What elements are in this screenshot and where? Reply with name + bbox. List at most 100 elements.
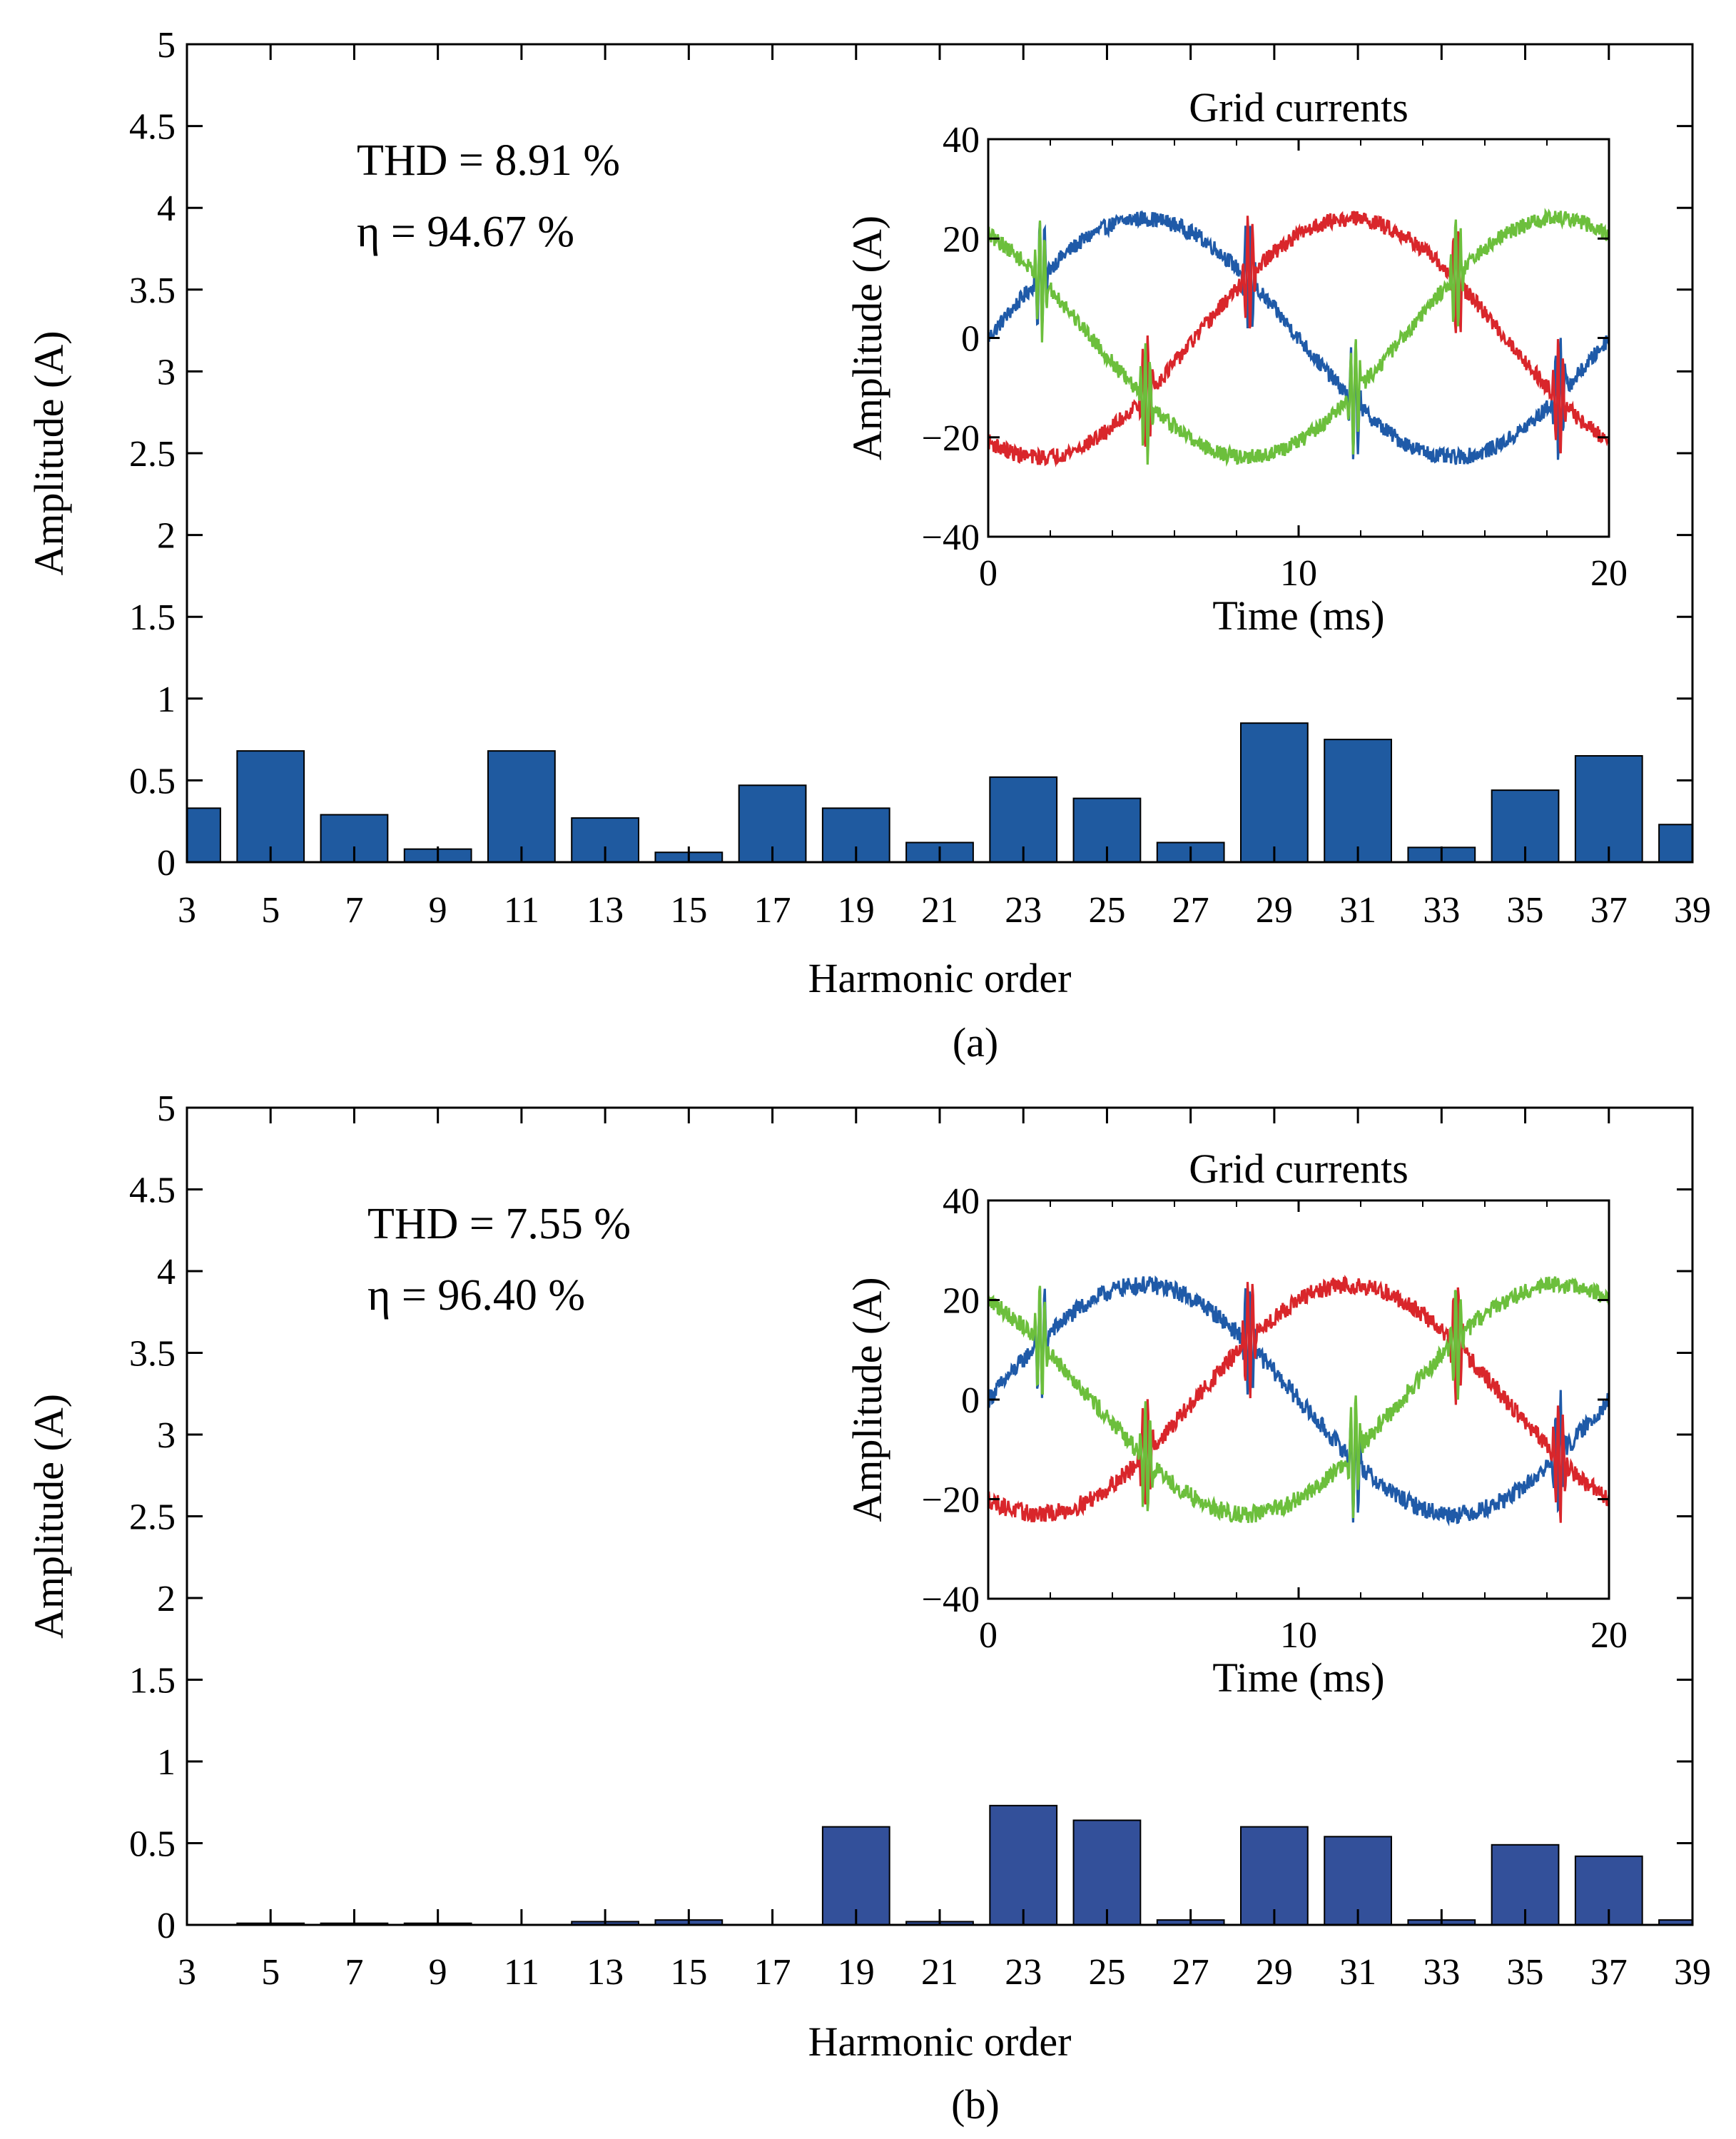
inset-x-tick-label: 10 <box>1280 553 1317 594</box>
x-tick-label: 37 <box>1590 1952 1628 1993</box>
inset-y-tick-label: −40 <box>922 1579 980 1620</box>
x-tick-label: 27 <box>1172 1952 1209 1993</box>
inset-y-tick-label: 20 <box>943 1281 980 1322</box>
panel-b: 00.511.522.533.544.553 5 7 9 11 13 15 17 19 21 23 2… <box>26 1088 1711 2128</box>
bar-h19 <box>821 1826 890 1925</box>
x-tick-label: 37 <box>1590 890 1628 931</box>
y-tick-label: 1.5 <box>129 1661 176 1701</box>
x-tick-label: 9 <box>429 890 447 931</box>
x-tick-label: 25 <box>1088 1952 1125 1993</box>
bar-h5 <box>236 750 305 862</box>
y-tick-label: 1 <box>157 1742 176 1783</box>
inset-x-tick-label: 0 <box>979 1615 998 1656</box>
inset-y-tick-label: 20 <box>943 219 980 260</box>
inset-y-tick-label: −20 <box>922 418 980 459</box>
bar-h25 <box>1072 1819 1142 1925</box>
thd-annotation: THD = 7.55 % <box>367 1200 631 1248</box>
inset-x-tick-label: 10 <box>1280 1615 1317 1656</box>
inset-x-axis-label: Time (ms) <box>1212 592 1384 639</box>
x-tick-label: 3 <box>178 890 196 931</box>
inset-title: Grid currents <box>1189 84 1408 131</box>
bar-h23 <box>989 1804 1058 1925</box>
x-tick-label: 17 <box>754 890 791 931</box>
y-tick-label: 0.5 <box>129 1824 176 1865</box>
bar-h29 <box>1240 722 1309 862</box>
x-tick-label: 35 <box>1507 890 1544 931</box>
bar-h29 <box>1240 1826 1309 1925</box>
y-axis-label: Amplitude (A) <box>26 1394 72 1639</box>
inset-title: Grid currents <box>1189 1146 1408 1192</box>
x-tick-label: 11 <box>504 890 539 931</box>
x-tick-label: 35 <box>1507 1952 1544 1993</box>
inset-series <box>988 208 1609 467</box>
x-tick-label: 5 <box>261 890 280 931</box>
series-line-phase-c <box>988 1276 1609 1523</box>
bars <box>187 722 1692 862</box>
y-tick-label: 1.5 <box>129 597 176 638</box>
inset-y-tick-label: −40 <box>922 517 980 558</box>
x-tick-label: 5 <box>261 1952 280 1993</box>
y-tick-label: 0.5 <box>129 761 176 802</box>
y-tick-label: 4.5 <box>129 107 176 148</box>
bar-h11 <box>487 750 556 862</box>
x-tick-label: 21 <box>921 1952 958 1993</box>
y-tick-label: 2.5 <box>129 1497 176 1538</box>
inset-y-tick-label: 0 <box>961 1380 980 1421</box>
inset-y-tick-label: −20 <box>922 1480 980 1521</box>
inset-y-tick-label: 40 <box>943 1181 980 1222</box>
series-line-phase-b <box>988 1275 1609 1523</box>
y-tick-label: 0 <box>157 843 176 884</box>
efficiency-annotation: η = 96.40 % <box>367 1271 585 1320</box>
bar-h37 <box>1574 755 1643 862</box>
thd-annotation: THD = 8.91 % <box>357 136 620 185</box>
inset-grid-currents: −40 −20 0 20 40 0 10 20 Grid currents Time (ms) Am… <box>844 1146 1628 1701</box>
x-tick-label: 27 <box>1172 890 1209 931</box>
x-tick-label: 11 <box>504 1952 539 1993</box>
x-tick-label: 7 <box>345 890 363 931</box>
x-tick-label: 3 <box>178 1952 196 1993</box>
x-tick-label: 33 <box>1423 890 1460 931</box>
x-tick-label: 15 <box>670 1952 707 1993</box>
panel-caption: (a) <box>953 1019 998 1066</box>
y-tick-label: 2.5 <box>129 434 176 475</box>
x-tick-label: 7 <box>345 1952 363 1993</box>
x-tick-label: 39 <box>1674 1952 1711 1993</box>
x-tick-label: 23 <box>1005 890 1042 931</box>
x-axis-label: Harmonic order <box>808 2018 1072 2065</box>
bar-h31 <box>1324 739 1392 862</box>
y-tick-label: 4 <box>157 1252 176 1293</box>
inset-x-tick-label: 0 <box>979 553 998 594</box>
efficiency-annotation: η = 94.67 % <box>357 208 574 256</box>
y-tick-label: 3 <box>157 1415 176 1456</box>
panel-caption: (b) <box>951 2081 1000 2128</box>
bar-h3 <box>187 807 221 862</box>
x-tick-label: 21 <box>921 890 958 931</box>
y-tick-label: 4 <box>157 188 176 229</box>
series-line-phase-b <box>988 211 1609 467</box>
series-line-phase-a <box>988 1275 1609 1527</box>
inset-x-tick-label: 20 <box>1590 553 1628 594</box>
x-tick-label: 13 <box>587 890 624 931</box>
y-tick-label: 3.5 <box>129 1334 176 1375</box>
bars <box>236 1804 1692 1925</box>
y-tick-label: 3.5 <box>129 270 176 311</box>
x-tick-label: 29 <box>1256 1952 1293 1993</box>
x-tick-label: 33 <box>1423 1952 1460 1993</box>
x-tick-label: 29 <box>1256 890 1293 931</box>
x-tick-label: 13 <box>587 1952 624 1993</box>
series-line-phase-c <box>988 208 1609 467</box>
x-tick-label: 17 <box>754 1952 791 1993</box>
y-tick-label: 3 <box>157 352 176 393</box>
x-axis-label: Harmonic order <box>808 955 1072 1001</box>
inset-y-axis-label: Amplitude (A) <box>844 1277 890 1522</box>
y-tick-label: 1 <box>157 679 176 720</box>
y-tick-label: 2 <box>157 1579 176 1619</box>
x-tick-label: 19 <box>838 890 875 931</box>
y-tick-label: 4.5 <box>129 1170 176 1211</box>
inset-x-tick-label: 20 <box>1590 1615 1628 1656</box>
x-tick-label: 9 <box>429 1952 447 1993</box>
y-tick-label: 5 <box>157 25 176 66</box>
x-tick-label: 25 <box>1088 890 1125 931</box>
inset-y-tick-label: 0 <box>961 319 980 360</box>
